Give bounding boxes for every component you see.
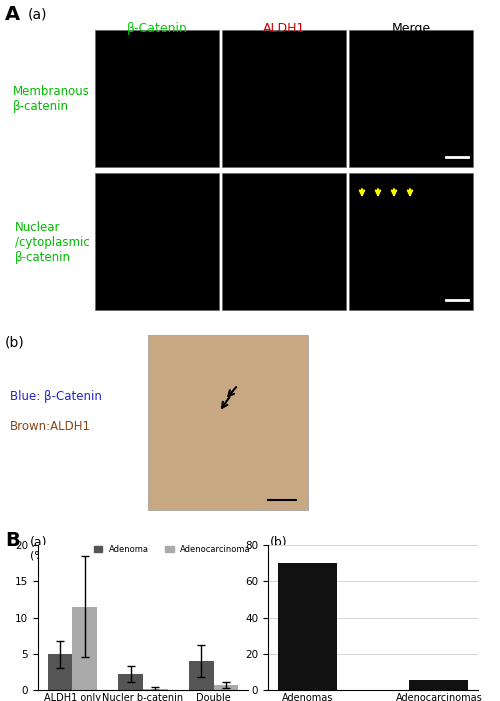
Bar bbox=[148, 335, 308, 510]
Text: Nuclear
/cytoplasmic
β-catenin: Nuclear /cytoplasmic β-catenin bbox=[15, 221, 90, 264]
Bar bbox=[409, 680, 469, 690]
Text: (b): (b) bbox=[5, 335, 25, 349]
Text: (a): (a) bbox=[30, 536, 48, 549]
Text: (a): (a) bbox=[28, 7, 48, 21]
Text: Brown:ALDH1: Brown:ALDH1 bbox=[10, 420, 91, 433]
Bar bbox=[143, 688, 168, 690]
Bar bbox=[349, 173, 473, 310]
Bar bbox=[214, 685, 238, 690]
Bar bbox=[72, 606, 97, 690]
Bar bbox=[95, 30, 219, 167]
Text: Blue: β-Catenin: Blue: β-Catenin bbox=[10, 390, 102, 403]
Text: (%): (%) bbox=[30, 551, 50, 561]
Bar bbox=[118, 674, 143, 690]
Bar bbox=[278, 563, 337, 690]
Bar bbox=[349, 30, 473, 167]
Text: A: A bbox=[5, 5, 20, 24]
Text: β-Catenin: β-Catenin bbox=[126, 22, 188, 35]
Text: (%): (%) bbox=[270, 551, 289, 561]
Bar bbox=[95, 173, 219, 310]
Bar bbox=[222, 173, 346, 310]
Text: ALDH1: ALDH1 bbox=[263, 22, 305, 35]
Bar bbox=[222, 30, 346, 167]
Text: B: B bbox=[5, 531, 20, 550]
Legend: Adenoma, Adenocarcinoma: Adenoma, Adenocarcinoma bbox=[90, 542, 254, 557]
Text: Merge: Merge bbox=[392, 22, 430, 35]
Bar bbox=[189, 661, 214, 690]
Text: Membranous
β-catenin: Membranous β-catenin bbox=[13, 85, 90, 113]
Bar bbox=[48, 655, 72, 690]
Text: (b): (b) bbox=[270, 536, 287, 549]
